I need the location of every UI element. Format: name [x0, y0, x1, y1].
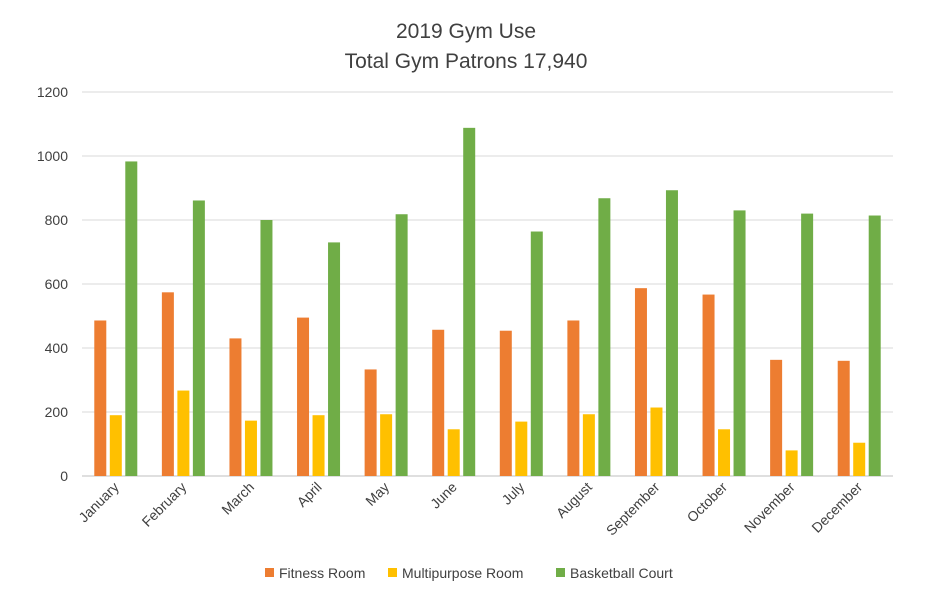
bar-fitness-room [499, 330, 512, 476]
gridlines [82, 91, 893, 477]
y-tick-label: 400 [45, 340, 69, 356]
legend-label: Multipurpose Room [402, 565, 523, 581]
x-tick-label: January [75, 479, 122, 526]
legend-item-fitness-room: Fitness Room [265, 565, 365, 581]
bar-fitness-room [702, 294, 715, 476]
y-tick-label: 600 [45, 276, 69, 292]
y-axis-ticks: 0 200 400 600 800 1000 1200 [37, 84, 68, 484]
bar-fitness-room [297, 317, 310, 476]
bar-multipurpose-room [785, 450, 798, 476]
x-tick-label: December [808, 479, 865, 536]
x-tick-label: July [498, 479, 527, 508]
bar-basketball-court [868, 215, 881, 476]
y-tick-label: 1000 [37, 148, 68, 164]
legend-swatch [265, 568, 274, 577]
bar-multipurpose-room [718, 429, 731, 476]
bar-basketball-court [801, 213, 814, 476]
bar-fitness-room [634, 288, 647, 476]
bar-basketball-court [598, 198, 611, 477]
bar-basketball-court [395, 214, 408, 477]
x-axis-ticks: January February March April May June July Augu… [75, 479, 865, 539]
x-tick-label: May [362, 479, 392, 509]
x-tick-label: June [427, 479, 460, 512]
bar-fitness-room [432, 329, 445, 476]
bar-basketball-court [463, 127, 476, 476]
y-tick-label: 200 [45, 404, 69, 420]
bar-multipurpose-room [515, 421, 528, 476]
bars [94, 127, 881, 477]
chart-subtitle: Total Gym Patrons 17,940 [345, 50, 588, 73]
x-tick-label: October [684, 479, 731, 526]
bar-fitness-room [770, 359, 783, 476]
x-tick-label: April [294, 479, 325, 510]
legend: Fitness Room Multipurpose Room Basketball … [265, 565, 673, 581]
bar-fitness-room [94, 320, 107, 476]
bar-multipurpose-room [380, 414, 393, 476]
bar-basketball-court [328, 242, 341, 476]
bar-basketball-court [530, 231, 543, 476]
bar-multipurpose-room [244, 420, 257, 476]
bar-fitness-room [161, 292, 174, 476]
x-tick-label: March [218, 479, 257, 518]
bar-multipurpose-room [853, 442, 866, 476]
bar-multipurpose-room [650, 407, 663, 476]
x-tick-label: August [553, 479, 595, 521]
legend-label: Fitness Room [279, 565, 365, 581]
bar-multipurpose-room [582, 414, 595, 476]
bar-fitness-room [837, 360, 850, 476]
y-tick-label: 800 [45, 212, 69, 228]
bar-multipurpose-room [447, 429, 460, 476]
bar-basketball-court [260, 220, 273, 476]
bar-basketball-court [665, 190, 678, 477]
bar-multipurpose-room [177, 390, 190, 476]
x-tick-label: February [139, 479, 190, 530]
bar-fitness-room [364, 369, 377, 476]
x-tick-label: November [741, 479, 798, 536]
y-tick-label: 1200 [37, 84, 68, 100]
x-tick-label: September [603, 479, 663, 539]
legend-item-multipurpose-room: Multipurpose Room [388, 565, 523, 581]
legend-item-basketball-court: Basketball Court [556, 565, 673, 581]
bar-basketball-court [192, 200, 205, 477]
legend-swatch [556, 568, 565, 577]
bar-multipurpose-room [109, 415, 122, 476]
bar-multipurpose-room [312, 415, 325, 476]
bar-fitness-room [229, 338, 242, 476]
bar-basketball-court [733, 210, 746, 476]
chart-title: 2019 Gym Use [396, 20, 536, 43]
legend-swatch [388, 568, 397, 577]
legend-label: Basketball Court [570, 565, 673, 581]
bar-fitness-room [567, 320, 580, 476]
bar-basketball-court [125, 161, 138, 476]
y-tick-label: 0 [60, 468, 68, 484]
